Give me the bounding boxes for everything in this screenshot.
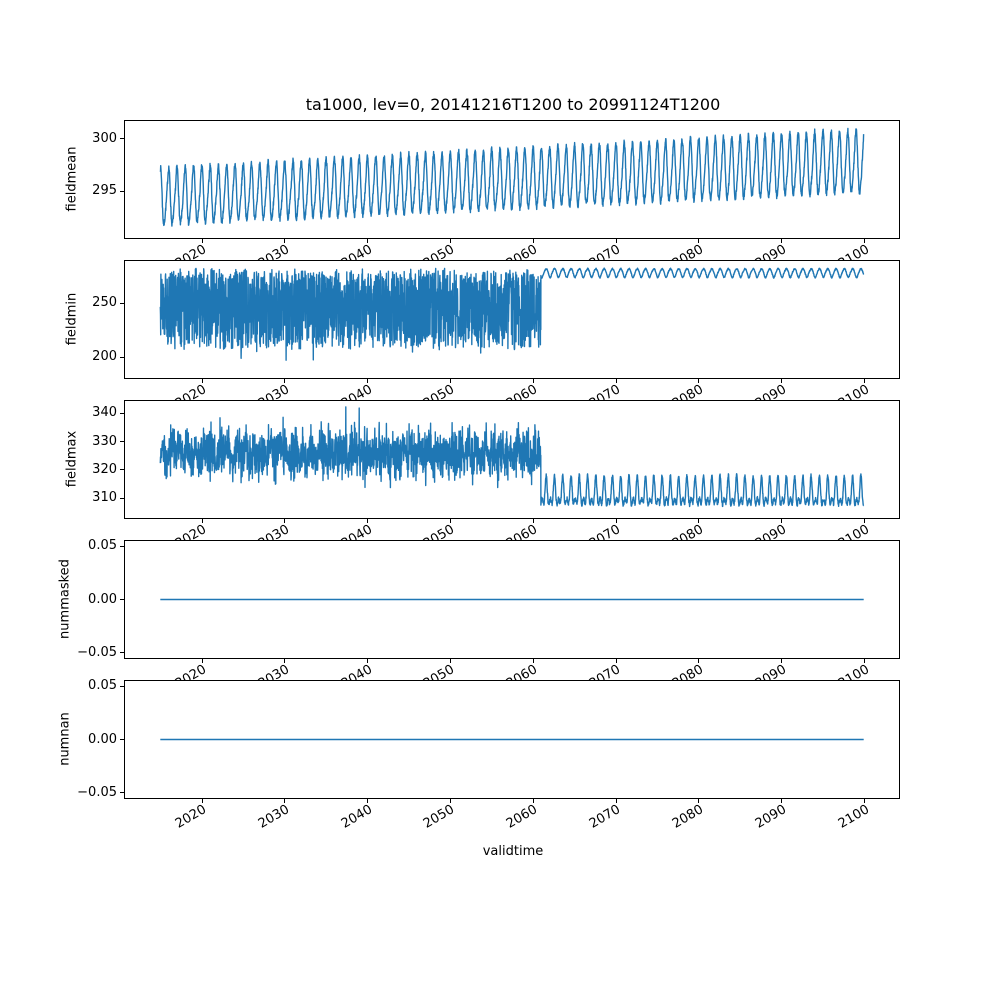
fieldmin-data-line [159, 267, 865, 361]
y-tick-mark [120, 497, 124, 499]
x-tick-mark [367, 519, 369, 523]
x-axis-label: validtime [482, 844, 544, 859]
x-tick-mark [698, 379, 700, 383]
y-tick-label: −0.05 [77, 644, 117, 660]
x-tick-mark [367, 659, 369, 663]
x-tick-mark [615, 519, 617, 523]
subplot-numnan: numnan −0.05 0.00 0.05 2020 2030 2040 2050 2060… [58, 678, 900, 832]
x-tick-mark [532, 659, 534, 663]
x-tick-mark [201, 799, 203, 803]
subplot-fieldmax: fieldmax 310 320 330 340 2020 2030 2040 2050 206… [65, 400, 900, 552]
x-tick-mark [201, 239, 203, 243]
y-tick-label: 340 [92, 405, 117, 421]
x-tick-mark [781, 519, 783, 523]
fieldmin-plot-svg [159, 267, 865, 361]
x-tick-mark [284, 519, 286, 523]
x-tick-mark [449, 799, 451, 803]
x-tick-mark [781, 799, 783, 803]
y-tick-label: −0.05 [77, 784, 117, 800]
x-tick-mark [367, 379, 369, 383]
y-tick-mark [120, 356, 124, 358]
x-tick-mark [615, 799, 617, 803]
x-tick-mark [449, 239, 451, 243]
plot-area-fieldmax [125, 401, 899, 518]
x-tick-mark [201, 379, 203, 383]
y-tick-mark [120, 545, 124, 547]
plot-area-fieldmin [125, 261, 899, 378]
numnan-plot-svg [160, 738, 864, 741]
x-tick-mark [367, 799, 369, 803]
x-tick-mark [615, 239, 617, 243]
x-tick-mark [864, 379, 866, 383]
fieldmax-plot-svg [159, 406, 865, 508]
y-tick-label: 0.05 [88, 538, 117, 554]
y-tick-mark [120, 792, 124, 794]
subplot-nummasked: nummasked −0.05 0.00 0.05 2020 2030 2040 2050 2… [58, 538, 900, 692]
x-tick-mark [201, 659, 203, 663]
y-tick-mark [120, 412, 124, 414]
fieldmax-data-line [159, 406, 865, 508]
x-tick-mark [532, 799, 534, 803]
x-tick-mark [615, 659, 617, 663]
y-tick-label: 330 [92, 433, 117, 449]
subplot-fieldmean: fieldmean 295 300 2020 2030 2040 2050 2060 2070… [65, 120, 900, 272]
x-tick-mark [781, 659, 783, 663]
x-tick-mark [449, 519, 451, 523]
y-tick-label: 0.00 [88, 591, 117, 607]
y-tick-label: 310 [92, 490, 117, 506]
x-tick-mark [201, 519, 203, 523]
y-tick-label: 320 [92, 461, 117, 477]
y-tick-mark [120, 652, 124, 654]
x-tick-mark [532, 379, 534, 383]
x-tick-mark [532, 239, 534, 243]
y-tick-label: 200 [92, 349, 117, 365]
y-tick-mark [120, 138, 124, 140]
x-tick-mark [449, 659, 451, 663]
nummasked-plot-svg [160, 598, 864, 601]
x-tick-mark [284, 379, 286, 383]
y-tick-mark [120, 685, 124, 687]
x-tick-mark [284, 659, 286, 663]
fieldmean-plot-svg [159, 127, 865, 227]
x-tick-mark [781, 379, 783, 383]
x-tick-mark [615, 379, 617, 383]
y-tick-label: 0.05 [88, 678, 117, 694]
x-tick-mark [284, 239, 286, 243]
y-tick-label: 250 [92, 295, 117, 311]
x-tick-mark [284, 799, 286, 803]
plot-area-numnan [125, 681, 899, 798]
x-tick-mark [698, 239, 700, 243]
x-tick-mark [864, 519, 866, 523]
fieldmean-data-line [159, 127, 865, 227]
x-tick-mark [449, 379, 451, 383]
y-tick-label: 300 [92, 130, 117, 146]
plot-area-nummasked [125, 541, 899, 658]
y-tick-mark [120, 441, 124, 443]
x-tick-mark [698, 519, 700, 523]
y-tick-mark [120, 739, 124, 740]
subplot-fieldmin: fieldmin 200 250 2020 2030 2040 2050 2060 2070 2… [65, 260, 900, 412]
y-tick-mark [120, 599, 124, 600]
y-tick-mark [120, 190, 124, 192]
plot-area-fieldmean [125, 121, 899, 238]
x-tick-mark [864, 799, 866, 803]
y-tick-mark [120, 469, 124, 471]
x-tick-mark [532, 519, 534, 523]
x-tick-mark [367, 239, 369, 243]
x-tick-mark [698, 659, 700, 663]
x-tick-mark [864, 239, 866, 243]
y-axis-label-fieldmean: fieldmean [64, 146, 80, 212]
y-tick-label: 295 [92, 183, 117, 199]
x-tick-mark [864, 659, 866, 663]
x-tick-mark [698, 799, 700, 803]
y-tick-label: 0.00 [88, 731, 117, 747]
y-tick-mark [120, 302, 124, 304]
chart-title: ta1000, lev=0, 20141216T1200 to 20991124… [305, 95, 721, 114]
x-tick-mark [781, 239, 783, 243]
